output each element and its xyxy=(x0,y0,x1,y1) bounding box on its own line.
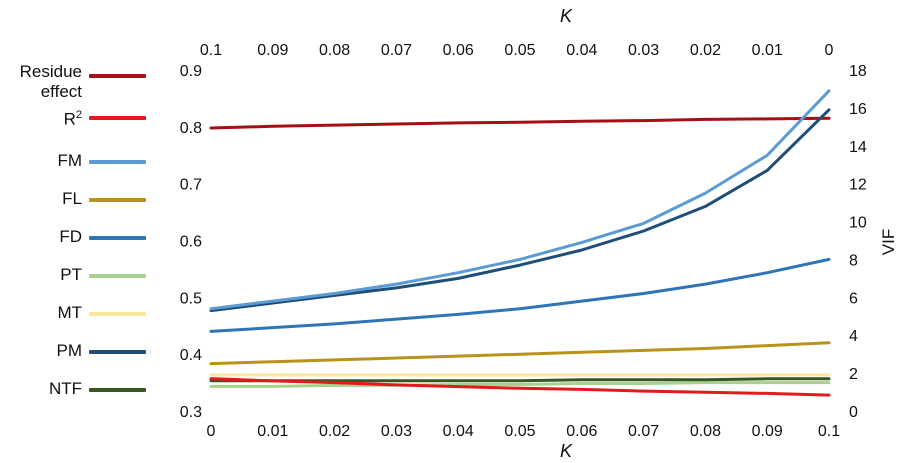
x-bottom-tick-label: 0.07 xyxy=(628,423,659,440)
legend-swatch xyxy=(89,350,146,354)
series-line-pt xyxy=(209,381,831,388)
legend-label-superscript: 2 xyxy=(75,109,82,121)
legend-swatch xyxy=(89,160,146,164)
x-bottom-tick-label: 0.01 xyxy=(257,423,288,440)
x-top-tick-label: 0.01 xyxy=(752,42,783,59)
x-top-axis-title: K xyxy=(560,6,573,26)
y-right-tick-label: 12 xyxy=(849,177,867,194)
y-right-tick-label: 18 xyxy=(849,63,867,80)
x-bottom-tick-label: 0.06 xyxy=(566,423,597,440)
y-right-tick-label: 2 xyxy=(849,366,858,383)
x-bottom-tick-label: 0.05 xyxy=(504,423,535,440)
y-left-tick-label: 0.7 xyxy=(180,177,202,194)
legend-swatch xyxy=(89,116,146,120)
x-top-tick-label: 0.04 xyxy=(566,42,597,59)
x-top-tick-label: 0.07 xyxy=(381,42,412,59)
x-bottom-tick-label: 0.1 xyxy=(818,423,840,440)
legend-label: Residue effect xyxy=(2,62,82,102)
legend-label: PT xyxy=(60,265,82,284)
x-top-tick-label: 0.09 xyxy=(257,42,288,59)
y-right-tick-label: 0 xyxy=(849,404,858,421)
x-bottom-tick-label: 0 xyxy=(207,423,216,440)
series-line-fd xyxy=(209,257,831,333)
y-left-tick-label: 0.9 xyxy=(180,63,202,80)
y-left-tick-label: 0.5 xyxy=(180,290,202,307)
x-top-tick-label: 0.1 xyxy=(200,42,222,59)
legend-swatch xyxy=(89,74,146,78)
legend-swatch xyxy=(89,236,146,240)
x-top-tick-label: 0.05 xyxy=(504,42,535,59)
x-bottom-tick-label: 0.08 xyxy=(690,423,721,440)
legend-label: NTF xyxy=(48,379,82,398)
y-right-axis-title: VIF xyxy=(879,228,898,256)
legend-label: FD xyxy=(59,227,82,246)
x-bottom-tick-label: 0.02 xyxy=(319,423,350,440)
y-right-tick-label: 4 xyxy=(849,328,858,345)
legend-swatch xyxy=(89,198,146,202)
y-right-tick-label: 16 xyxy=(849,101,867,118)
x-top-tick-label: 0.08 xyxy=(319,42,350,59)
series-line-r- xyxy=(209,377,831,397)
y-right-tick-label: 8 xyxy=(849,252,858,269)
series-line-fm xyxy=(209,89,831,311)
x-top-tick-label: 0.02 xyxy=(690,42,721,59)
x-bottom-axis-title: K xyxy=(560,441,573,461)
x-top-tick-label: 0 xyxy=(825,42,834,59)
y-right-tick-label: 6 xyxy=(849,290,858,307)
legend-label: R2 xyxy=(2,105,82,130)
legend-swatch xyxy=(89,274,146,278)
x-bottom-tick-label: 0.04 xyxy=(443,423,474,440)
tick-labels-layer: 0 0.01 0.02 0.03 0.04 0.05 0.06 0.07 0.08 0.09 0.1… xyxy=(180,42,867,440)
legend-label: FM xyxy=(57,151,82,170)
legend-swatch xyxy=(89,312,146,316)
x-bottom-tick-label: 0.03 xyxy=(381,423,412,440)
legend-label: MT xyxy=(57,303,82,322)
y-left-tick-label: 0.6 xyxy=(180,234,202,251)
legend-label-base: R xyxy=(63,109,76,129)
series-line-residue-effect xyxy=(209,116,831,130)
y-left-tick-label: 0.3 xyxy=(180,404,202,421)
y-right-tick-label: 14 xyxy=(849,139,867,156)
legend-label-line: effect xyxy=(40,82,82,101)
x-top-tick-label: 0.06 xyxy=(443,42,474,59)
y-right-tick-label: 10 xyxy=(849,215,867,232)
x-top-tick-label: 0.03 xyxy=(628,42,659,59)
series-line-pm xyxy=(209,108,831,313)
legend-label: FL xyxy=(62,189,82,208)
y-left-tick-label: 0.8 xyxy=(180,120,202,137)
legend-label-line: Residue xyxy=(19,62,82,81)
x-bottom-tick-label: 0.09 xyxy=(752,423,783,440)
y-left-tick-label: 0.4 xyxy=(180,347,202,364)
series-layer xyxy=(209,89,831,397)
legend-swatch xyxy=(89,388,146,392)
series-line-fl xyxy=(209,341,831,366)
legend-label: PM xyxy=(56,341,83,360)
